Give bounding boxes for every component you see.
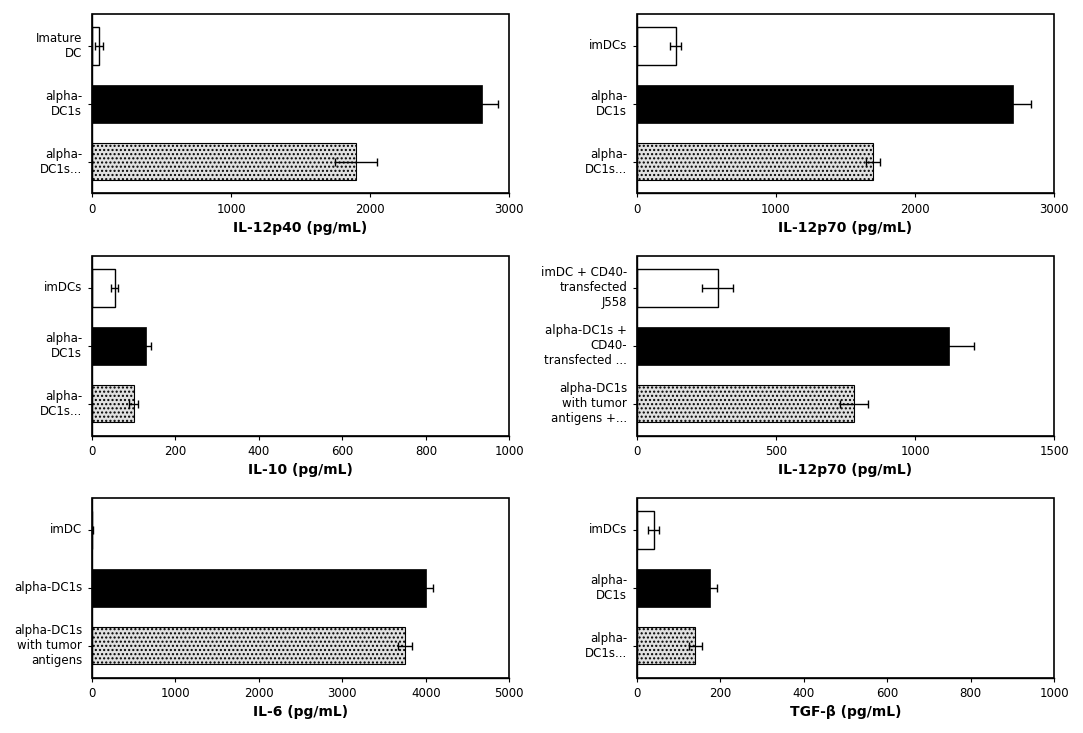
Bar	[637, 27, 676, 65]
Bar	[637, 569, 709, 606]
Bar	[92, 269, 115, 306]
Bar	[92, 27, 99, 65]
Bar	[637, 627, 695, 665]
Bar	[92, 85, 482, 122]
Bar	[637, 269, 718, 306]
Bar	[637, 327, 949, 364]
Bar	[637, 14, 1054, 194]
Bar	[637, 511, 653, 548]
Bar	[92, 327, 146, 364]
Bar	[92, 14, 509, 194]
X-axis label: IL-6 (pg/mL): IL-6 (pg/mL)	[253, 705, 348, 719]
Bar	[637, 85, 1013, 122]
Bar	[92, 627, 405, 665]
Bar	[637, 143, 873, 180]
Bar	[92, 256, 509, 435]
Bar	[92, 143, 356, 180]
X-axis label: IL-12p70 (pg/mL): IL-12p70 (pg/mL)	[779, 463, 913, 477]
Bar	[92, 498, 509, 677]
X-axis label: IL-10 (pg/mL): IL-10 (pg/mL)	[248, 463, 353, 477]
Bar	[92, 569, 426, 606]
Bar	[92, 385, 133, 422]
Bar	[637, 498, 1054, 677]
X-axis label: IL-12p40 (pg/mL): IL-12p40 (pg/mL)	[234, 221, 368, 235]
Bar	[637, 385, 853, 422]
Bar	[637, 256, 1054, 435]
X-axis label: IL-12p70 (pg/mL): IL-12p70 (pg/mL)	[779, 221, 913, 235]
X-axis label: TGF-β (pg/mL): TGF-β (pg/mL)	[790, 705, 901, 719]
